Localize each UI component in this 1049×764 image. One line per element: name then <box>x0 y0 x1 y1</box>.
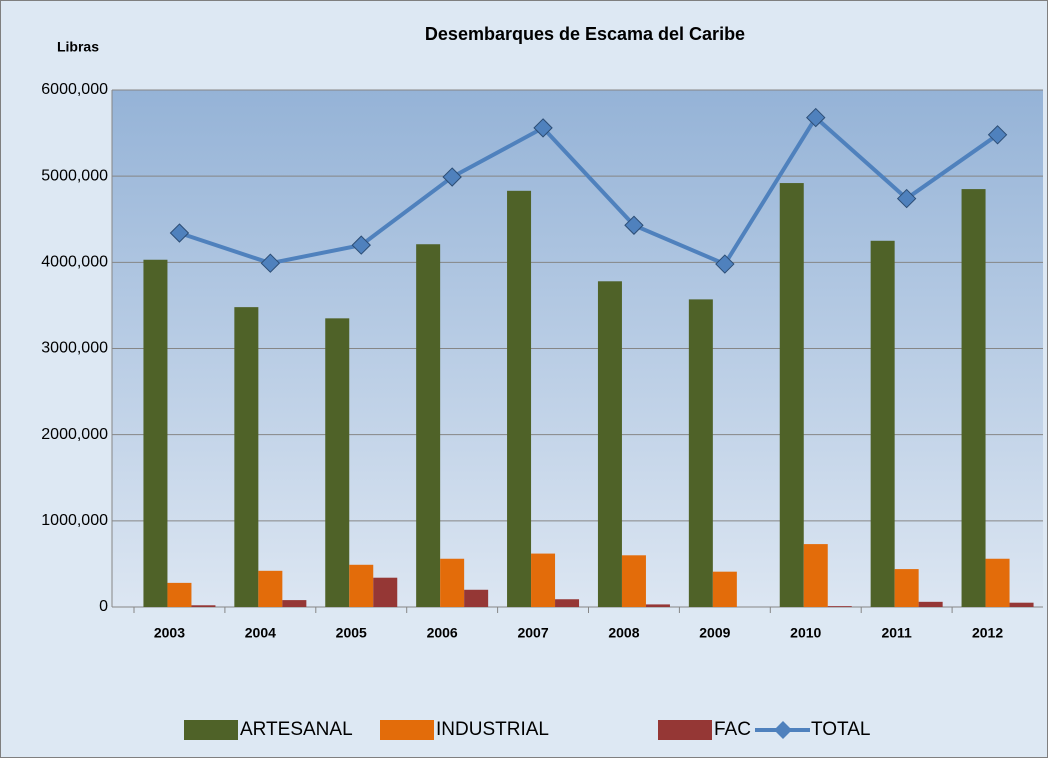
bar <box>282 600 307 607</box>
y-tick-label: 0 <box>99 598 108 615</box>
total-marker <box>169 223 190 243</box>
y-tick-label: 6000,000 <box>41 81 108 98</box>
x-tick-label: 2007 <box>517 625 548 641</box>
total-marker <box>351 235 371 255</box>
x-tick-label: 2006 <box>427 625 458 641</box>
legend-label: INDUSTRIAL <box>436 719 549 740</box>
bar <box>827 606 852 607</box>
legend-swatch <box>658 720 712 740</box>
total-marker <box>715 254 735 274</box>
bar <box>1009 602 1034 607</box>
bar <box>507 190 532 607</box>
total-marker <box>442 167 462 187</box>
bar <box>779 183 804 607</box>
bar <box>621 555 646 607</box>
bar <box>440 558 465 607</box>
y-tick-label: 4000,000 <box>41 254 108 271</box>
bar <box>985 558 1010 607</box>
chart-title: Desembarques de Escama del Caribe <box>425 24 745 44</box>
y-axis-label: Libras <box>57 39 99 55</box>
bar <box>597 281 622 607</box>
bar <box>167 582 192 607</box>
bar <box>191 605 216 607</box>
total-line <box>178 114 999 267</box>
bar <box>961 189 986 607</box>
total-marker <box>987 125 1008 145</box>
bar <box>712 571 737 607</box>
y-tick-label: 3000,000 <box>41 340 108 357</box>
bar <box>803 544 828 607</box>
x-tick-label: 2011 <box>881 625 912 641</box>
bar <box>416 244 441 607</box>
x-tick-label: 2009 <box>699 625 730 641</box>
total-marker <box>624 215 644 235</box>
bar <box>325 318 350 607</box>
total-marker <box>260 253 281 273</box>
bar <box>234 307 259 607</box>
x-tick-label: 2010 <box>790 625 821 641</box>
total-marker <box>806 107 826 128</box>
x-tick-label: 2005 <box>336 625 367 641</box>
y-tick-label: 5000,000 <box>41 167 108 184</box>
y-tick-label: 1000,000 <box>41 512 108 529</box>
legend-swatch <box>380 720 434 740</box>
bar <box>464 589 489 607</box>
bar <box>531 553 556 607</box>
legend-label: FAC <box>714 719 751 740</box>
bar <box>349 564 374 607</box>
x-tick-label: 2004 <box>245 625 276 641</box>
legend-swatch <box>184 720 238 740</box>
bar <box>645 604 670 607</box>
legend-label: ARTESANAL <box>240 719 353 740</box>
bar <box>894 569 919 607</box>
x-tick-label: 2012 <box>972 625 1003 641</box>
bar <box>258 570 283 607</box>
bar <box>373 577 398 607</box>
bar <box>143 259 168 607</box>
total-marker <box>533 118 553 138</box>
y-tick-label: 2000,000 <box>41 426 108 443</box>
bar <box>918 601 943 607</box>
total-marker <box>896 188 917 209</box>
bar <box>870 240 895 607</box>
x-tick-label: 2003 <box>154 625 185 641</box>
legend-label: TOTAL <box>811 719 870 740</box>
bar <box>688 299 713 607</box>
bar <box>555 599 580 607</box>
legend-marker <box>774 721 792 739</box>
x-tick-label: 2008 <box>608 625 639 641</box>
